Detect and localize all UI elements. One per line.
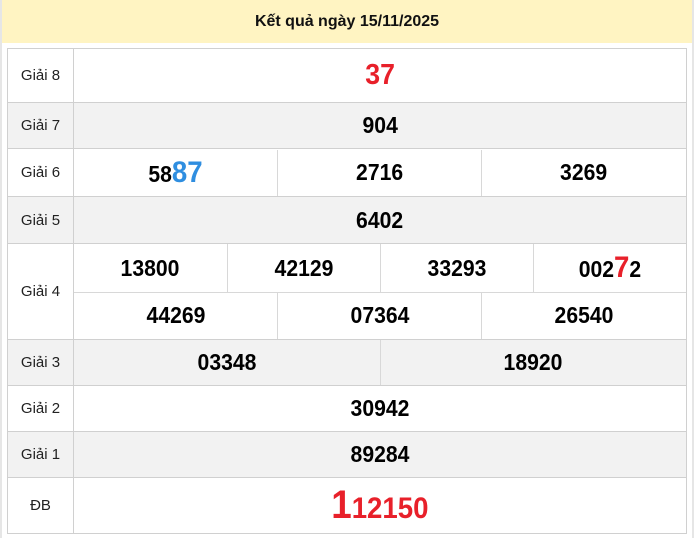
- row-g5: Giải 5 6402: [7, 196, 687, 244]
- prize-label: Giải 5: [7, 196, 74, 244]
- prize-number: 37: [365, 59, 395, 91]
- highlight-digits: 7: [613, 251, 630, 284]
- prize-number: 07364: [350, 302, 410, 329]
- prize-label: Giải 2: [7, 384, 74, 432]
- row-g4: Giải 4 13800 42129 33293 00272 44269 073…: [7, 243, 687, 340]
- highlight-digits: 87: [172, 155, 203, 189]
- prize-number: 00272: [579, 251, 641, 285]
- prize-number: 5887: [149, 156, 203, 190]
- prize-number: 33293: [427, 254, 486, 281]
- special-prize-number: 112150: [331, 483, 428, 528]
- prize-label: Giải 3: [7, 338, 74, 386]
- row-g6: Giải 6 5887 2716 3269: [7, 148, 687, 197]
- digits: 2: [629, 256, 641, 282]
- prize-number: 3269: [560, 159, 608, 185]
- prize-number: 26540: [554, 302, 614, 329]
- prize-number: 904: [362, 112, 398, 138]
- row-g8: Giải 8 37: [7, 48, 687, 103]
- row-g1: Giải 1 89284: [7, 430, 687, 478]
- prize-number: 2716: [356, 159, 404, 185]
- prize-label: Giải 6: [7, 148, 74, 197]
- row-g3: Giải 3 03348 18920: [7, 338, 687, 386]
- prize-number: 03348: [197, 348, 257, 375]
- results-header: Kết quả ngày 15/11/2025: [0, 0, 694, 43]
- prize-label: Giải 4: [7, 243, 74, 340]
- prize-number: 30942: [350, 394, 410, 421]
- digits: 12150: [351, 491, 429, 525]
- row-special: ĐB 112150: [7, 476, 687, 534]
- digits: 58: [148, 160, 173, 187]
- prize-number: 89284: [350, 440, 410, 467]
- digits: 002: [578, 256, 614, 282]
- row-g7: Giải 7 904: [7, 102, 687, 149]
- prize-number: 42129: [274, 254, 333, 281]
- prize-label: Giải 1: [7, 430, 74, 478]
- prize-number: 44269: [146, 302, 206, 329]
- results-table: Giải 8 37 Giải 7 904 Giải 6 5887 2716 32…: [7, 48, 687, 534]
- highlight-digits: 1: [331, 482, 352, 527]
- prize-number: 13800: [120, 254, 180, 281]
- prize-label: Giải 7: [7, 102, 74, 149]
- prize-number: 6402: [356, 206, 404, 233]
- prize-label: Giải 8: [7, 48, 74, 103]
- row-g2: Giải 2 30942: [7, 384, 687, 432]
- prize-number: 18920: [503, 348, 563, 375]
- prize-label: ĐB: [7, 476, 74, 534]
- results-frame: [0, 43, 694, 538]
